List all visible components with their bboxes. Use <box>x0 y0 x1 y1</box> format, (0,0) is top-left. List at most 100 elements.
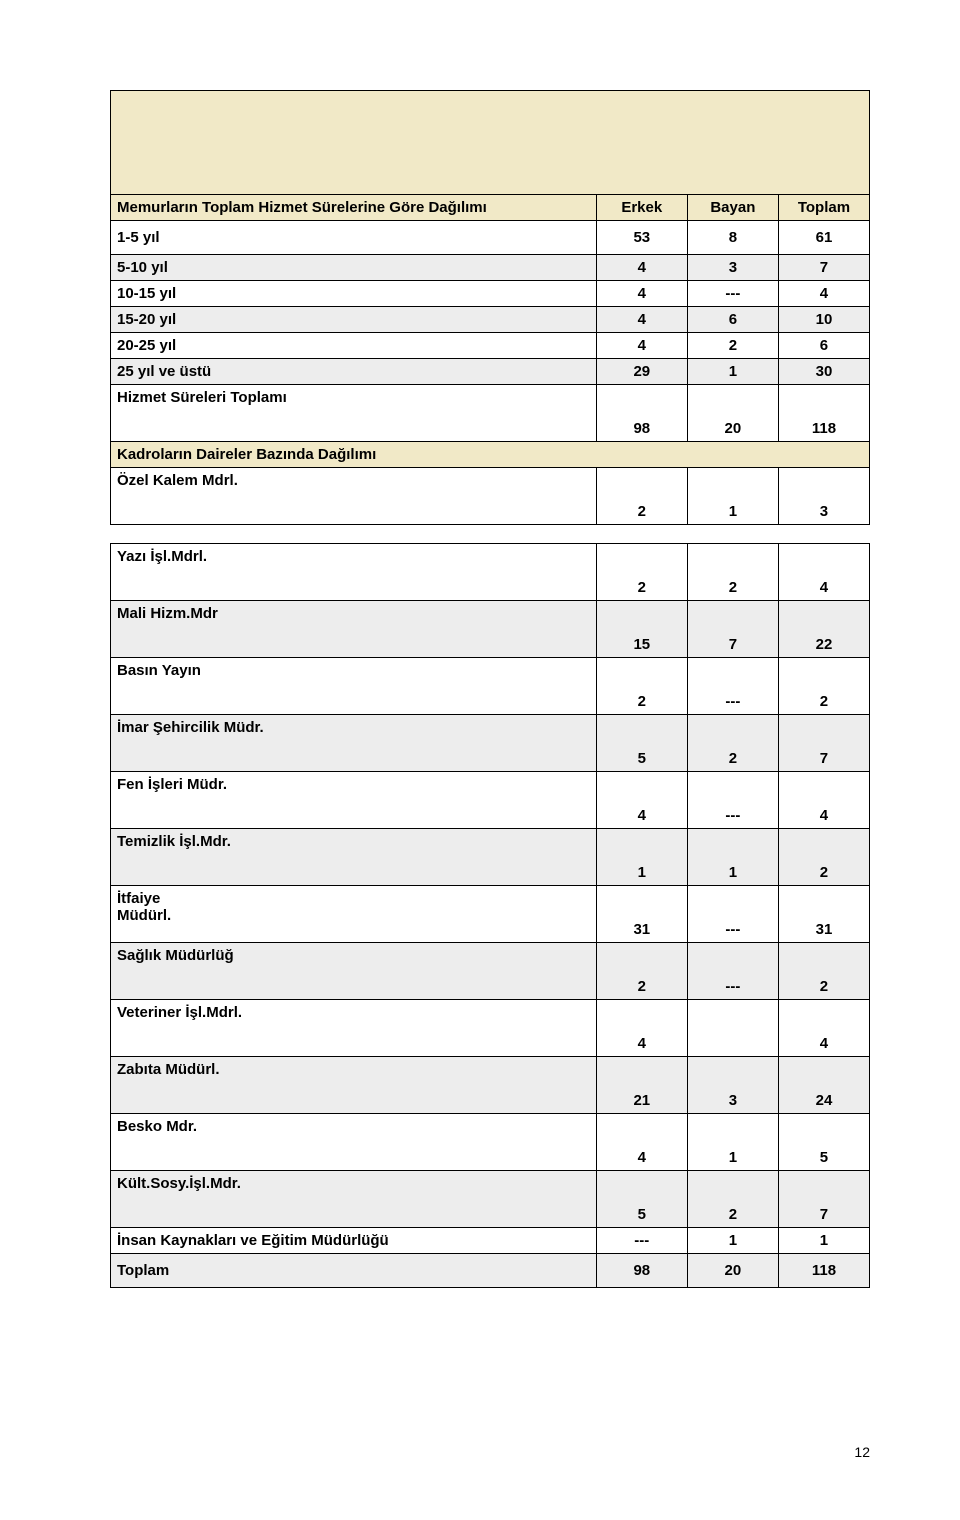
row-c1: 5 <box>596 1171 687 1228</box>
table-row: Yazı İşl.Mdrl.224 <box>111 544 870 601</box>
table-row: İmar Şehircilik Müdr.527 <box>111 715 870 772</box>
band2: Kadroların Daireler Bazında Dağılımı <box>111 442 870 468</box>
row-c1: 4 <box>596 772 687 829</box>
row-label: Kült.Sosy.İşl.Mdr. <box>111 1171 597 1228</box>
row-c3: 4 <box>778 281 869 307</box>
page-number: 12 <box>854 1444 870 1460</box>
row-c3: 7 <box>778 255 869 281</box>
grand-total-row: Toplam 98 20 118 <box>111 1254 870 1288</box>
row-c1: 2 <box>596 544 687 601</box>
row-c3: 4 <box>778 772 869 829</box>
row-c1: 15 <box>596 601 687 658</box>
row-c3: 2 <box>778 829 869 886</box>
grand-label: Toplam <box>111 1254 597 1288</box>
dept-first-label: Özel Kalem Mdrl. <box>111 468 597 525</box>
dept-last-row: İnsan Kaynakları ve Eğitim Müdürlüğü ---… <box>111 1228 870 1254</box>
row-c2: 1 <box>687 1114 778 1171</box>
table-row: 15-20 yıl4610 <box>111 307 870 333</box>
row-label: 15-20 yıl <box>111 307 597 333</box>
row-c2: 8 <box>687 221 778 255</box>
dept-first-c3: 3 <box>778 468 869 525</box>
row-c3: 30 <box>778 359 869 385</box>
grand-c3: 118 <box>778 1254 869 1288</box>
table-row: 1-5 yıl53861 <box>111 221 870 255</box>
row-c2: 2 <box>687 1171 778 1228</box>
total-c1: 98 <box>596 385 687 442</box>
row-c2: --- <box>687 658 778 715</box>
table-row: Zabıta Müdürl.21324 <box>111 1057 870 1114</box>
row-c2 <box>687 1000 778 1057</box>
row-c2: 1 <box>687 359 778 385</box>
dept-first-c1: 2 <box>596 468 687 525</box>
row-c1: 4 <box>596 255 687 281</box>
table-row: 20-25 yıl426 <box>111 333 870 359</box>
col-bayan: Bayan <box>687 195 778 221</box>
table-row: 10-15 yıl4---4 <box>111 281 870 307</box>
row-label: Temizlik İşl.Mdr. <box>111 829 597 886</box>
row-c2: 1 <box>687 829 778 886</box>
row-label: 5-10 yıl <box>111 255 597 281</box>
row-c3: 10 <box>778 307 869 333</box>
row-c3: 24 <box>778 1057 869 1114</box>
row-label: İmar Şehircilik Müdr. <box>111 715 597 772</box>
table1-header: Memurların Toplam Hizmet Sürelerine Göre… <box>111 195 870 221</box>
row-c1: 2 <box>596 658 687 715</box>
row-c1: 1 <box>596 829 687 886</box>
total-label: Hizmet Süreleri Toplamı <box>111 385 597 442</box>
row-c2: 2 <box>687 715 778 772</box>
row-c1: 4 <box>596 1114 687 1171</box>
row-c3: 2 <box>778 943 869 1000</box>
dept-last-label: İnsan Kaynakları ve Eğitim Müdürlüğü <box>111 1228 597 1254</box>
row-c2: 3 <box>687 1057 778 1114</box>
row-label: 10-15 yıl <box>111 281 597 307</box>
table-row: İtfaiyeMüdürl.31---31 <box>111 886 870 943</box>
table-row: Kült.Sosy.İşl.Mdr.527 <box>111 1171 870 1228</box>
row-c2: 7 <box>687 601 778 658</box>
table-row: Veteriner İşl.Mdrl.44 <box>111 1000 870 1057</box>
row-c2: 3 <box>687 255 778 281</box>
departments-table: Yazı İşl.Mdrl.224Mali Hizm.Mdr15722Basın… <box>110 543 870 1288</box>
row-c3: 4 <box>778 544 869 601</box>
row-c2: 2 <box>687 333 778 359</box>
service-years-table: Memurların Toplam Hizmet Sürelerine Göre… <box>110 90 870 525</box>
col-toplam: Toplam <box>778 195 869 221</box>
row-label: Fen İşleri Müdr. <box>111 772 597 829</box>
row-c3: 7 <box>778 1171 869 1228</box>
table-row: Mali Hizm.Mdr15722 <box>111 601 870 658</box>
row-c2: --- <box>687 886 778 943</box>
row-label: Zabıta Müdürl. <box>111 1057 597 1114</box>
row-c1: 4 <box>596 281 687 307</box>
row-label: Yazı İşl.Mdrl. <box>111 544 597 601</box>
row-label: Mali Hizm.Mdr <box>111 601 597 658</box>
table-row: Temizlik İşl.Mdr.112 <box>111 829 870 886</box>
grand-c2: 20 <box>687 1254 778 1288</box>
table-row: Basın Yayın2---2 <box>111 658 870 715</box>
row-c3: 22 <box>778 601 869 658</box>
dept-first-c2: 1 <box>687 468 778 525</box>
row-c2: --- <box>687 281 778 307</box>
row-c1: 31 <box>596 886 687 943</box>
row-label: Veteriner İşl.Mdrl. <box>111 1000 597 1057</box>
row-c1: 29 <box>596 359 687 385</box>
row-c1: 4 <box>596 1000 687 1057</box>
row-c2: 6 <box>687 307 778 333</box>
row-c3: 31 <box>778 886 869 943</box>
row-c1: 5 <box>596 715 687 772</box>
row-c1: 4 <box>596 307 687 333</box>
table-row: Besko Mdr.415 <box>111 1114 870 1171</box>
row-c1: 53 <box>596 221 687 255</box>
table1-body: 1-5 yıl538615-10 yıl43710-15 yıl4---415-… <box>111 221 870 385</box>
row-c1: 4 <box>596 333 687 359</box>
row-label: İtfaiyeMüdürl. <box>111 886 597 943</box>
table-row: 25 yıl ve üstü29130 <box>111 359 870 385</box>
total-c2: 20 <box>687 385 778 442</box>
row-c3: 4 <box>778 1000 869 1057</box>
row-label: 25 yıl ve üstü <box>111 359 597 385</box>
row-c3: 5 <box>778 1114 869 1171</box>
row-c2: --- <box>687 943 778 1000</box>
row-c1: 2 <box>596 943 687 1000</box>
table1-title: Memurların Toplam Hizmet Sürelerine Göre… <box>111 195 597 221</box>
dept-last-c1: --- <box>596 1228 687 1254</box>
departments-body: Yazı İşl.Mdrl.224Mali Hizm.Mdr15722Basın… <box>111 544 870 1228</box>
total-c3: 118 <box>778 385 869 442</box>
